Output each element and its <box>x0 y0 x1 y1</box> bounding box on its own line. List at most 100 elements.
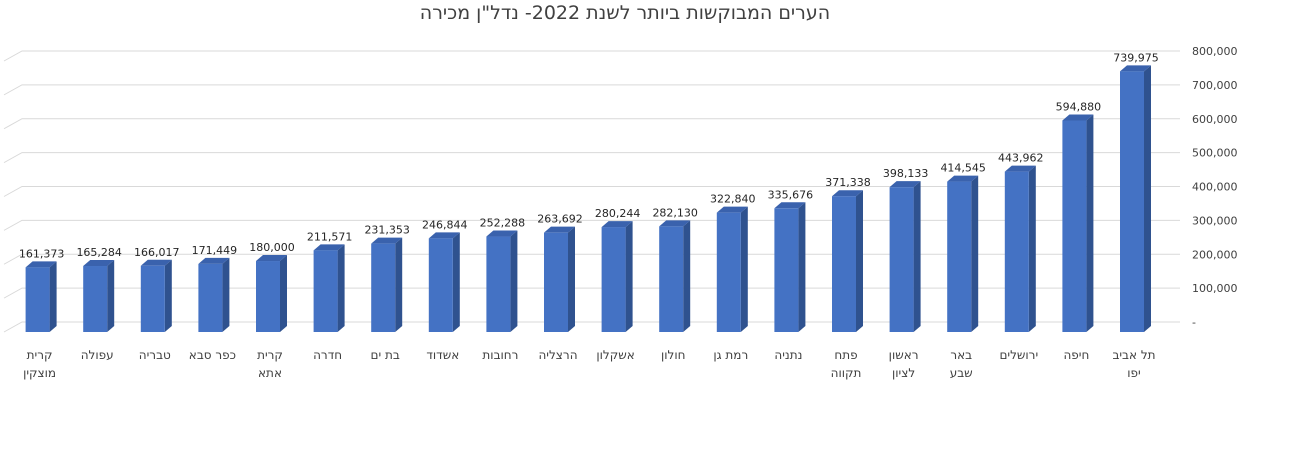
x-tick-label: חיפה <box>1063 348 1089 362</box>
x-axis-labels: תל אביב יפו חיפה ירושלים באר שבע ראשון לציון פתח… <box>23 348 1155 380</box>
bar-top <box>947 175 979 182</box>
x-tick-label-line: לציון <box>892 366 915 380</box>
bar <box>1062 114 1094 332</box>
bar-top <box>486 230 518 237</box>
x-tick-label: קרית מוצקין <box>23 348 56 380</box>
bar-front <box>716 212 741 332</box>
bar-side <box>395 237 403 332</box>
bar <box>659 220 691 332</box>
x-tick-label: קרית אתא <box>257 348 283 380</box>
data-label: 166,017 <box>134 246 180 259</box>
x-tick-label: באר שבע <box>950 348 973 380</box>
data-label: 282,130 <box>652 206 698 219</box>
x-tick-label-line: נתניה <box>774 348 802 362</box>
data-label: 246,844 <box>422 218 468 231</box>
data-label: 211,571 <box>307 230 353 243</box>
bar-side <box>452 232 460 332</box>
bar <box>313 244 345 332</box>
y-tick-label: 100,000 <box>1192 282 1238 295</box>
x-tick-label-line: פתח <box>834 348 857 362</box>
x-tick-label-line: קרית <box>27 348 53 362</box>
data-labels: 739,975 594,880 443,962 414,545 398,133 371,3… <box>19 51 1159 260</box>
bar-front <box>371 243 396 332</box>
bar-top <box>774 202 806 209</box>
bar <box>774 202 806 332</box>
x-tick-label-line: חולון <box>661 348 685 362</box>
bar-side <box>49 261 57 332</box>
data-label: 231,353 <box>364 224 410 237</box>
bar-side <box>1028 165 1036 332</box>
x-tick-label-line: רחובות <box>482 348 518 362</box>
bar-side <box>740 206 748 332</box>
bar-front <box>1120 71 1144 332</box>
bar-front <box>428 238 453 332</box>
x-tick-label-line: תל אביב <box>1112 348 1155 362</box>
bar-side <box>625 221 633 332</box>
gridline <box>3 219 1180 231</box>
bar-side <box>683 220 691 332</box>
data-label: 371,338 <box>825 176 871 189</box>
x-tick-label: טבריה <box>139 348 171 362</box>
data-label: 280,244 <box>595 207 641 220</box>
bar-top <box>83 260 115 267</box>
x-tick-label-line: שבע <box>950 366 973 380</box>
bar-top <box>889 181 921 188</box>
x-tick-label-line: באר <box>950 348 972 362</box>
x-tick-label: כפר סבא <box>189 348 236 362</box>
bar <box>716 206 748 332</box>
x-tick-label: חדרה <box>313 348 342 362</box>
x-tick-label-line: חדרה <box>313 348 342 362</box>
y-tick-label: 400,000 <box>1192 181 1238 194</box>
x-tick-label-line: כפר סבא <box>189 348 236 362</box>
bar-front <box>601 227 626 332</box>
data-label: 161,373 <box>19 247 65 260</box>
y-tick-label: 300,000 <box>1192 214 1238 227</box>
data-label: 443,962 <box>998 152 1044 165</box>
bar <box>544 226 575 332</box>
gridline <box>3 253 1180 265</box>
bar <box>83 260 115 332</box>
bar-side <box>164 259 172 332</box>
data-label: 165,284 <box>76 246 122 259</box>
x-tick-label-line: יפו <box>1127 366 1140 380</box>
bar-top <box>1120 65 1151 72</box>
bar-front <box>25 267 50 332</box>
bar-top <box>313 244 345 251</box>
bar-side <box>971 175 979 332</box>
bars <box>25 65 1151 332</box>
bar <box>25 261 57 332</box>
y-tick-label: 600,000 <box>1192 113 1238 126</box>
bar-front <box>889 187 914 332</box>
bar <box>601 221 633 332</box>
y-tick-label: 800,000 <box>1192 45 1238 58</box>
bar-side <box>568 226 575 332</box>
x-tick-label-line: תקווה <box>831 366 862 380</box>
bar <box>947 175 979 332</box>
x-tick-label-line: רמת גן <box>713 348 748 362</box>
bar-top <box>1062 114 1094 121</box>
x-tick-label: אשדוד <box>426 348 459 362</box>
bar-side <box>107 260 115 332</box>
grid-lines <box>3 50 1180 333</box>
bar-top <box>256 255 287 262</box>
x-tick-label: תל אביב יפו <box>1112 348 1155 380</box>
bar-front <box>774 208 799 332</box>
x-tick-label-line: חיפה <box>1063 348 1089 362</box>
x-tick-label: עפולה <box>81 348 114 362</box>
gridline <box>3 118 1180 130</box>
data-label: 263,692 <box>537 213 583 226</box>
data-label: 180,000 <box>249 241 295 254</box>
bar-side <box>280 255 287 332</box>
chart-title: הערים המבוקשות ביותר לשנת 2022- נדל"ן מכ… <box>419 2 831 24</box>
bar-top <box>428 232 460 239</box>
bar <box>889 181 921 332</box>
bar-front <box>659 226 684 332</box>
bar <box>1004 165 1036 332</box>
data-label: 398,133 <box>883 167 929 180</box>
bar-top <box>1004 165 1036 172</box>
bar-front <box>486 236 511 332</box>
x-tick-label: נתניה <box>774 348 802 362</box>
x-tick-label: חולון <box>661 348 685 362</box>
bar-top <box>25 261 57 268</box>
